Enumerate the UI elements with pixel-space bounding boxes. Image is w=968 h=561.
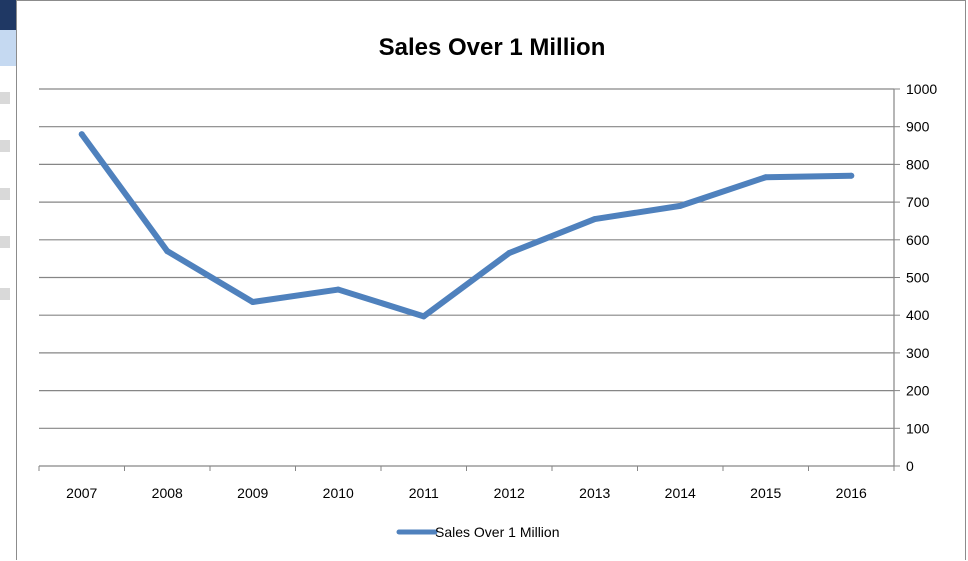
series-line (78, 131, 855, 320)
x-tick-label: 2014 (665, 485, 696, 501)
spreadsheet-cell (0, 188, 10, 200)
y-tick-label: 800 (906, 156, 930, 172)
axes: 0 100 200 300 400 500 600 700 800 900 1000 2007 2008… (38, 81, 937, 501)
spreadsheet-cell (0, 288, 10, 300)
spreadsheet-cell (0, 236, 10, 248)
x-tick-label: 2011 (409, 485, 439, 501)
spreadsheet-header-cell (0, 0, 16, 30)
y-tick-label: 200 (906, 383, 930, 399)
y-tick-label: 400 (906, 307, 930, 323)
x-tick-label: 2015 (750, 485, 781, 501)
data-point (506, 249, 513, 256)
chart-title: Sales Over 1 Million (379, 34, 606, 61)
y-tick-label: 100 (906, 420, 930, 436)
y-tick-label: 900 (906, 119, 930, 135)
line-chart: Sales Over 1 Million 0 100 200 300 400 500 600… (38, 34, 937, 540)
spreadsheet-cell (0, 92, 10, 104)
spreadsheet-cell (0, 140, 10, 152)
x-tick-label: 2012 (494, 485, 525, 501)
legend: Sales Over 1 Million (396, 524, 560, 540)
data-point (677, 202, 684, 209)
data-point (164, 248, 171, 255)
y-tick-label: 1000 (906, 81, 937, 97)
x-tick-label: 2009 (237, 485, 268, 501)
y-tick-label: 0 (906, 458, 914, 474)
y-tick-label: 500 (906, 270, 930, 286)
legend-label: Sales Over 1 Million (435, 524, 560, 540)
data-point (420, 313, 427, 320)
y-tick-label: 600 (906, 232, 930, 248)
x-tick-label: 2007 (66, 485, 97, 501)
x-tick-label: 2008 (152, 485, 183, 501)
data-point (591, 216, 598, 223)
y-tick-label: 300 (906, 345, 930, 361)
data-point (848, 172, 855, 179)
data-point (78, 131, 85, 138)
x-tick-label: 2016 (836, 485, 867, 501)
data-point (762, 174, 769, 181)
series-layer (78, 131, 855, 320)
chart-area[interactable]: Sales Over 1 Million 0 100 200 300 400 500 600… (16, 0, 966, 560)
y-tick-label: 700 (906, 194, 930, 210)
gridlines (39, 88, 894, 429)
spreadsheet-edge (0, 0, 16, 561)
data-point (335, 286, 342, 293)
spreadsheet-selected-cell (0, 30, 16, 66)
data-point (249, 299, 256, 306)
x-tick-label: 2013 (579, 485, 610, 501)
x-tick-label: 2010 (323, 485, 354, 501)
